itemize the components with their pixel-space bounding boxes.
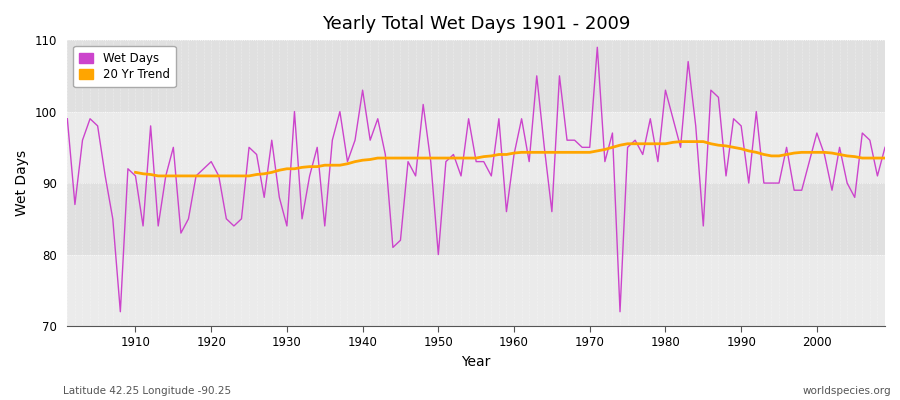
Wet Days [615,309,626,314]
Wet Days [62,116,73,121]
Legend: Wet Days, 20 Yr Trend: Wet Days, 20 Yr Trend [73,46,176,87]
20 Yr Trend [311,164,322,169]
20 Yr Trend [879,156,890,160]
20 Yr Trend [584,150,595,155]
Line: 20 Yr Trend: 20 Yr Trend [136,142,885,176]
X-axis label: Year: Year [462,355,490,369]
Wet Days [517,116,527,121]
Wet Days [297,216,308,221]
Title: Yearly Total Wet Days 1901 - 2009: Yearly Total Wet Days 1901 - 2009 [322,15,630,33]
Line: Wet Days: Wet Days [68,47,885,312]
20 Yr Trend [130,170,141,175]
20 Yr Trend [153,174,164,178]
Wet Days [115,309,126,314]
20 Yr Trend [524,150,535,155]
Wet Days [592,45,603,50]
Wet Days [879,145,890,150]
Bar [68,254,885,326]
Bar [68,183,885,254]
20 Yr Trend [857,156,868,160]
Bar [68,40,885,112]
20 Yr Trend [834,152,845,157]
Wet Days [130,174,141,178]
Text: Latitude 42.25 Longitude -90.25: Latitude 42.25 Longitude -90.25 [63,386,231,396]
Wet Days [342,159,353,164]
Wet Days [508,152,519,157]
Bar [68,112,885,183]
Text: worldspecies.org: worldspecies.org [803,386,891,396]
20 Yr Trend [675,139,686,144]
20 Yr Trend [282,166,292,171]
Y-axis label: Wet Days: Wet Days [15,150,29,216]
